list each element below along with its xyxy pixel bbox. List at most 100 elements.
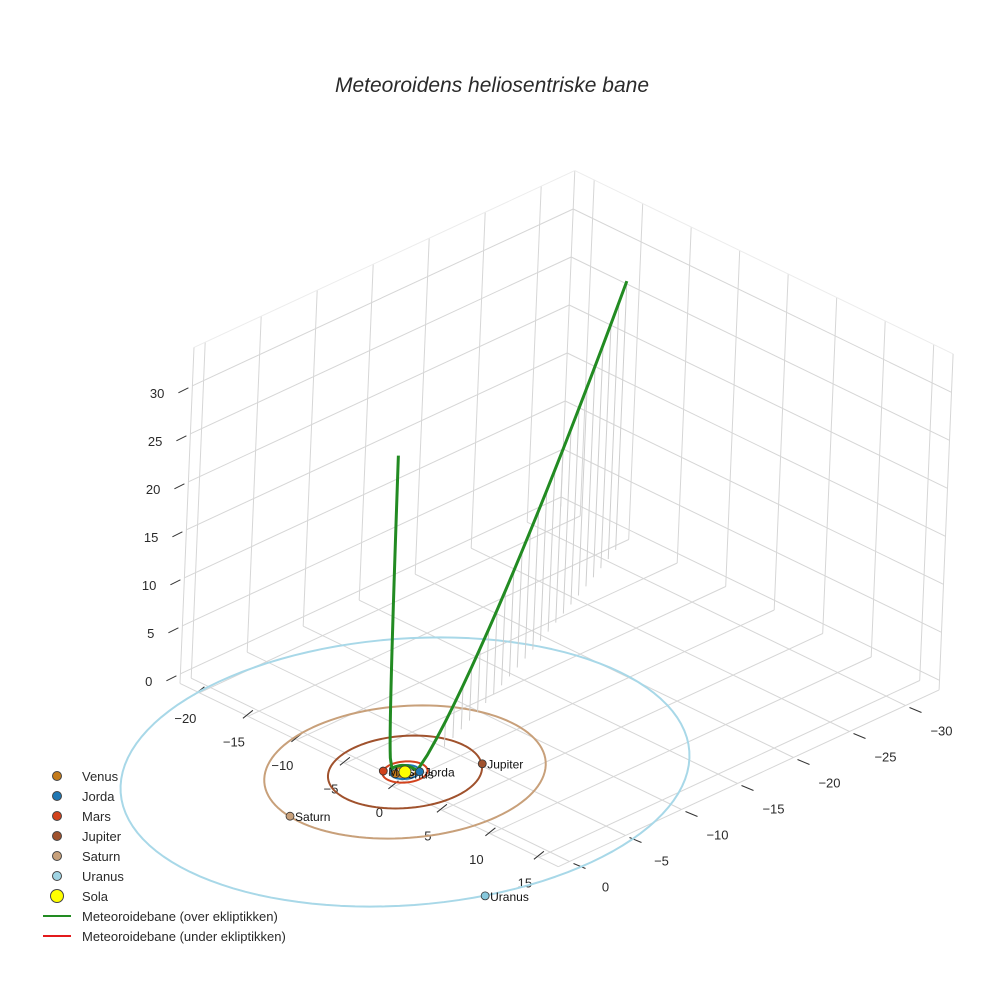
drop-line — [460, 685, 464, 730]
drop-line — [508, 570, 515, 677]
gridline — [296, 562, 678, 741]
z-tick-label: 5 — [147, 626, 154, 641]
y-tick-mark — [573, 863, 586, 869]
gridline — [676, 226, 692, 564]
marker-dot-icon — [40, 889, 74, 903]
planet-marker-sola[interactable] — [398, 765, 412, 779]
drop-line — [524, 530, 531, 659]
y-tick-label: −20 — [818, 776, 840, 791]
legend-item-uranus[interactable]: Uranus — [40, 866, 286, 886]
z-tick-mark — [176, 435, 187, 442]
gridline — [247, 539, 629, 717]
gridline — [182, 448, 564, 627]
meteoroid-trajectory — [388, 280, 629, 773]
gridline — [470, 547, 850, 732]
gridline — [572, 208, 952, 393]
y-tick-label: −25 — [874, 750, 896, 765]
planet-label-jorda: Jorda — [425, 766, 455, 780]
drop-line — [501, 590, 507, 686]
planet-label-saturn: Saturn — [295, 810, 330, 824]
legend-item-jorda[interactable]: Jorda — [40, 786, 286, 806]
x-tick-label: −10 — [271, 758, 293, 773]
gridline — [919, 344, 935, 681]
drop-line — [570, 407, 580, 605]
box-edge — [193, 170, 576, 348]
legend-label: Sola — [82, 888, 109, 904]
legend-item-mars[interactable]: Mars — [40, 806, 286, 826]
legend-label: Saturn — [82, 848, 121, 864]
marker-dot-icon — [40, 851, 74, 861]
drop-line — [493, 609, 498, 695]
x-tick-mark — [339, 756, 351, 766]
line-swatch-icon — [40, 915, 74, 917]
box-edge — [179, 347, 195, 684]
drop-line — [532, 510, 540, 650]
y-tick-mark — [797, 759, 810, 765]
marker-dot-icon — [40, 771, 74, 781]
z-tick-mark — [170, 579, 181, 586]
box-edge — [558, 689, 940, 868]
legend-item-jupiter[interactable]: Jupiter — [40, 826, 286, 846]
gridline — [628, 203, 644, 540]
planet-marker-jupiter[interactable] — [477, 759, 487, 769]
legend-item-meteoroidebane-over-ekliptikken[interactable]: Meteoroidebane (over ekliptikken) — [40, 906, 286, 926]
z-tick-mark — [168, 627, 179, 634]
y-tick-mark — [741, 785, 754, 791]
legend-label: Meteoroidebane (over ekliptikken) — [82, 908, 278, 924]
marker-dot-icon — [40, 811, 74, 821]
drop-line — [477, 648, 481, 712]
legend-item-saturn[interactable]: Saturn — [40, 846, 286, 866]
marker-dot-icon — [40, 871, 74, 881]
x-tick-mark — [533, 850, 545, 860]
gridline — [579, 179, 595, 517]
legend-label: Jupiter — [82, 828, 122, 844]
drop-line — [443, 721, 446, 747]
gridline — [773, 273, 789, 611]
gridline — [188, 304, 570, 483]
legend-item-meteoroidebane-under-ekliptikken[interactable]: Meteoroidebane (under ekliptikken) — [40, 926, 286, 946]
orbit-uranus — [119, 636, 691, 908]
x-tick-mark — [242, 709, 254, 719]
gridline — [562, 448, 942, 633]
gridline — [564, 400, 944, 585]
x-tick-label: −20 — [174, 711, 196, 726]
gridline — [441, 633, 823, 811]
y-tick-label: 0 — [602, 880, 609, 895]
legend-item-sola[interactable]: Sola — [40, 886, 286, 906]
gridline — [180, 496, 562, 675]
planet-marker-jorda[interactable] — [415, 767, 425, 777]
z-tick-mark — [174, 483, 185, 490]
y-tick-label: −10 — [706, 828, 728, 843]
x-tick-mark — [436, 803, 448, 813]
gridline — [822, 297, 838, 634]
legend-label: Meteoroidebane (under ekliptikken) — [82, 928, 286, 944]
drop-line — [516, 550, 523, 668]
legend-item-venus[interactable]: Venus — [40, 766, 286, 786]
box-edge — [574, 170, 954, 355]
z-tick-mark — [172, 531, 183, 538]
legend-label: Uranus — [82, 868, 124, 884]
planet-marker-uranus[interactable] — [480, 891, 490, 901]
z-tick-mark — [178, 387, 189, 394]
drop-line — [452, 703, 455, 739]
gridline — [246, 316, 262, 653]
box-edge — [938, 353, 954, 690]
gridline — [302, 625, 682, 810]
gridline — [190, 256, 572, 435]
planet-marker-saturn[interactable] — [285, 811, 295, 821]
gridline — [526, 186, 542, 523]
y-tick-label: −5 — [654, 854, 669, 869]
z-tick-label: 0 — [145, 674, 152, 689]
drop-line — [485, 629, 490, 704]
gridline — [568, 304, 948, 489]
gridline — [560, 496, 940, 681]
drop-line — [585, 366, 596, 587]
z-tick-mark — [166, 675, 177, 682]
gridline — [344, 586, 726, 764]
drop-line — [547, 469, 556, 632]
gridline — [358, 599, 738, 784]
gridline — [393, 609, 775, 788]
marker-dot-icon — [40, 791, 74, 801]
planet-marker-mars[interactable] — [378, 766, 388, 776]
